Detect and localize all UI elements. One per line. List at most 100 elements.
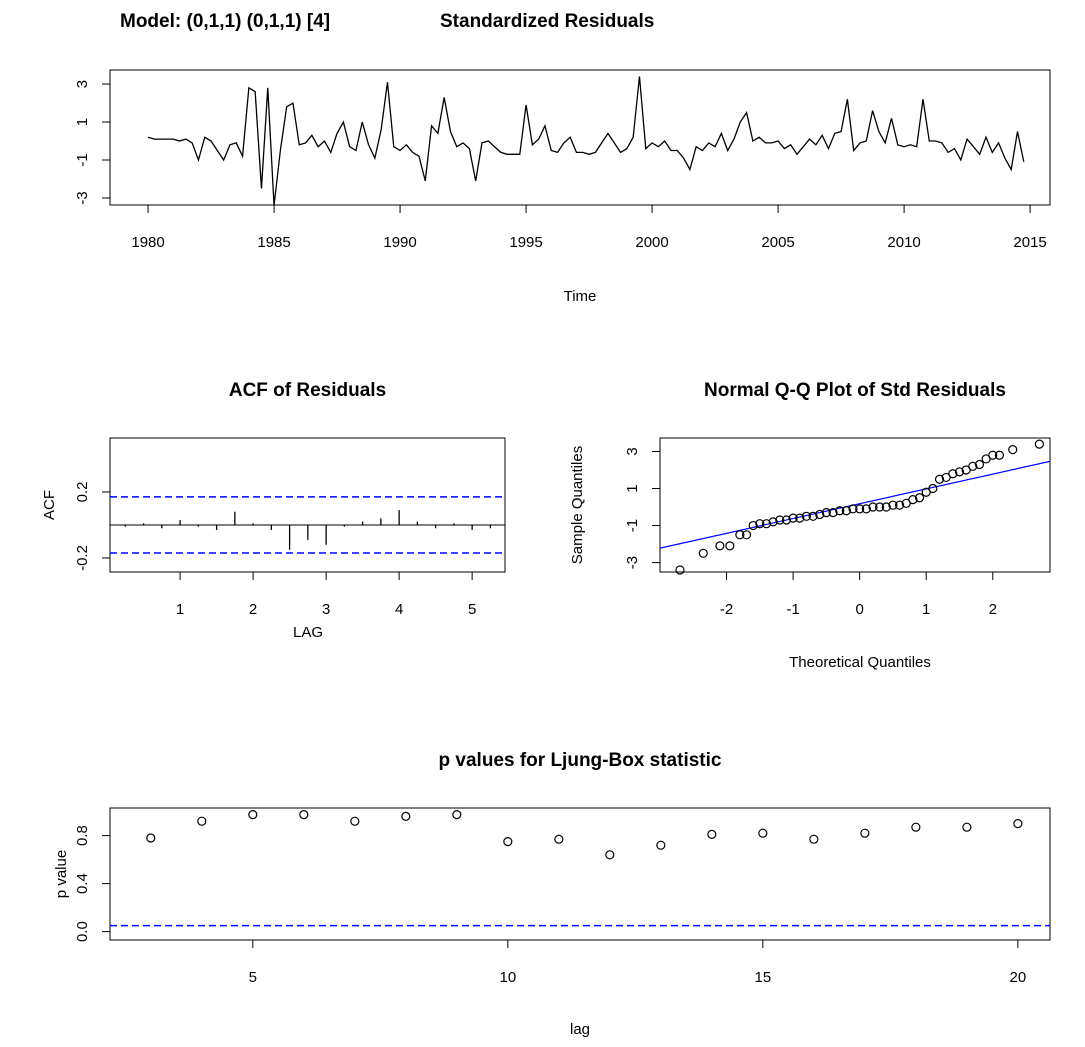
point [868, 502, 878, 512]
chart-title: p values for Ljung-Box statistic [439, 750, 722, 771]
point [934, 474, 945, 484]
point [954, 467, 965, 477]
panel-title: Standardized Residuals [440, 11, 654, 32]
x-tick-label: 1995 [509, 234, 542, 251]
x-tick-label: 1 [922, 601, 930, 618]
point [974, 459, 985, 470]
x-tick-label: 15 [755, 969, 772, 986]
x-tick-label: -1 [786, 601, 799, 618]
point [758, 828, 768, 838]
point [988, 450, 998, 460]
x-tick-label: 2010 [887, 234, 920, 251]
point [808, 511, 818, 521]
point [801, 511, 812, 521]
residual-line [147, 76, 1025, 206]
point [503, 836, 513, 847]
x-tick-label: -2 [720, 601, 733, 618]
x-tick-label: 2000 [635, 234, 668, 251]
y-tick-label: 3 [624, 447, 641, 455]
y-tick-label: 0.8 [74, 825, 91, 846]
point [299, 809, 309, 820]
point [894, 500, 905, 510]
point [815, 509, 825, 520]
point [1013, 818, 1023, 829]
point [948, 469, 958, 479]
x-tick-label: 10 [499, 969, 516, 986]
x-tick-label: 5 [468, 601, 476, 618]
point [860, 828, 870, 838]
point [1034, 439, 1044, 449]
point [788, 513, 798, 523]
y-tick-label: 0.0 [74, 921, 91, 942]
point [698, 548, 708, 558]
point [962, 822, 972, 832]
point [554, 834, 564, 844]
x-tick-label: 1 [176, 601, 184, 618]
x-tick-label: 5 [249, 969, 257, 986]
point [809, 834, 819, 844]
x-tick-label: 0 [855, 601, 863, 618]
y-tick-label: -3 [624, 556, 641, 569]
qq-line [660, 460, 1050, 549]
plot-box [109, 437, 506, 573]
point [908, 495, 918, 505]
point [768, 517, 778, 527]
y-axis-label: ACF [41, 490, 58, 520]
point [775, 515, 785, 525]
point [675, 565, 685, 575]
point [914, 493, 925, 503]
x-tick-label: 20 [1010, 969, 1027, 986]
point [725, 541, 735, 551]
x-tick-label: 1990 [383, 234, 416, 251]
point [821, 507, 831, 518]
x-axis-label: Time [564, 288, 597, 305]
point [452, 809, 462, 820]
y-tick-label: 0.2 [74, 482, 91, 503]
y-tick-label: -3 [74, 191, 91, 204]
point [1008, 445, 1018, 455]
point [835, 506, 845, 516]
x-tick-label: 2015 [1013, 234, 1046, 251]
model-title: Model: (0,1,1) (0,1,1) [4] [120, 11, 330, 32]
y-tick-label: 1 [74, 118, 91, 126]
y-axis-label: Sample Quantiles [569, 446, 586, 564]
point [855, 504, 865, 514]
y-tick-label: -0.2 [74, 545, 91, 571]
point [848, 504, 858, 514]
point [968, 461, 978, 471]
plot-box [659, 437, 1051, 573]
point [350, 816, 360, 826]
point [888, 500, 898, 510]
y-tick-label: 1 [624, 484, 641, 492]
y-tick-label: -1 [624, 519, 641, 532]
y-tick-label: -1 [74, 153, 91, 166]
point [861, 504, 871, 514]
y-tick-label: 0.4 [74, 873, 91, 894]
x-axis-label: Theoretical Quantiles [789, 654, 931, 671]
point [248, 809, 258, 820]
y-axis-label: p value [53, 850, 70, 898]
point [928, 483, 938, 494]
x-tick-label: 2 [249, 601, 257, 618]
point [875, 502, 885, 512]
x-tick-label: 2 [989, 601, 997, 618]
x-tick-label: 2005 [761, 234, 794, 251]
point [994, 450, 1005, 460]
plot-box [109, 807, 1051, 941]
y-tick-label: 3 [74, 80, 91, 88]
x-axis-label: LAG [293, 624, 323, 641]
point [715, 541, 725, 551]
point [755, 519, 765, 529]
point [911, 822, 921, 832]
x-axis-label: lag [570, 1021, 590, 1038]
point [656, 840, 666, 850]
x-tick-label: 3 [322, 601, 330, 618]
point [146, 833, 156, 843]
x-tick-label: 1980 [131, 234, 164, 251]
point [735, 530, 745, 540]
chart-title: Normal Q-Q Plot of Std Residuals [704, 380, 1006, 401]
point [197, 816, 207, 826]
plot-box [109, 69, 1051, 206]
point [605, 850, 615, 860]
